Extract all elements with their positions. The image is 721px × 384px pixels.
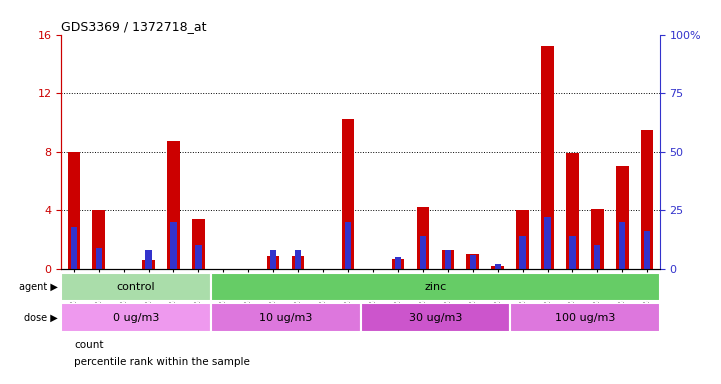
Bar xyxy=(292,256,304,269)
Bar xyxy=(395,257,401,269)
Bar xyxy=(541,46,554,269)
Bar xyxy=(492,266,504,269)
Bar xyxy=(170,222,177,269)
Bar xyxy=(211,303,360,332)
Bar xyxy=(342,119,354,269)
Bar xyxy=(544,217,551,269)
Bar xyxy=(616,166,629,269)
Bar xyxy=(345,222,351,269)
Bar xyxy=(619,222,625,269)
Text: control: control xyxy=(117,282,156,292)
Bar xyxy=(68,152,80,269)
Bar xyxy=(495,264,501,269)
Bar xyxy=(594,245,601,269)
Bar xyxy=(211,273,660,301)
Bar xyxy=(146,250,151,269)
Bar xyxy=(270,250,276,269)
Text: count: count xyxy=(74,340,104,350)
Bar xyxy=(570,236,575,269)
Bar xyxy=(295,250,301,269)
Bar xyxy=(516,210,528,269)
Bar xyxy=(469,255,476,269)
Bar xyxy=(195,245,202,269)
Bar xyxy=(420,236,426,269)
Text: GDS3369 / 1372718_at: GDS3369 / 1372718_at xyxy=(61,20,207,33)
Bar xyxy=(61,303,211,332)
Bar xyxy=(71,227,77,269)
Text: 0 ug/m3: 0 ug/m3 xyxy=(113,313,159,323)
Bar xyxy=(591,209,603,269)
Bar xyxy=(267,256,280,269)
Bar xyxy=(61,273,211,301)
Bar xyxy=(360,303,510,332)
Text: agent ▶: agent ▶ xyxy=(19,282,58,292)
Bar xyxy=(92,210,105,269)
Text: zinc: zinc xyxy=(424,282,446,292)
Text: 30 ug/m3: 30 ug/m3 xyxy=(409,313,462,323)
Bar xyxy=(167,141,180,269)
Bar xyxy=(142,260,155,269)
Bar xyxy=(644,231,650,269)
Text: 100 ug/m3: 100 ug/m3 xyxy=(554,313,615,323)
Text: 10 ug/m3: 10 ug/m3 xyxy=(259,313,312,323)
Bar xyxy=(392,258,404,269)
Bar xyxy=(96,248,102,269)
Bar xyxy=(466,254,479,269)
Text: dose ▶: dose ▶ xyxy=(24,313,58,323)
Bar xyxy=(641,130,653,269)
Bar xyxy=(441,250,454,269)
Bar xyxy=(510,303,660,332)
Bar xyxy=(566,153,579,269)
Bar xyxy=(417,207,429,269)
Bar xyxy=(519,236,526,269)
Text: percentile rank within the sample: percentile rank within the sample xyxy=(74,357,250,367)
Bar xyxy=(445,250,451,269)
Bar xyxy=(193,219,205,269)
